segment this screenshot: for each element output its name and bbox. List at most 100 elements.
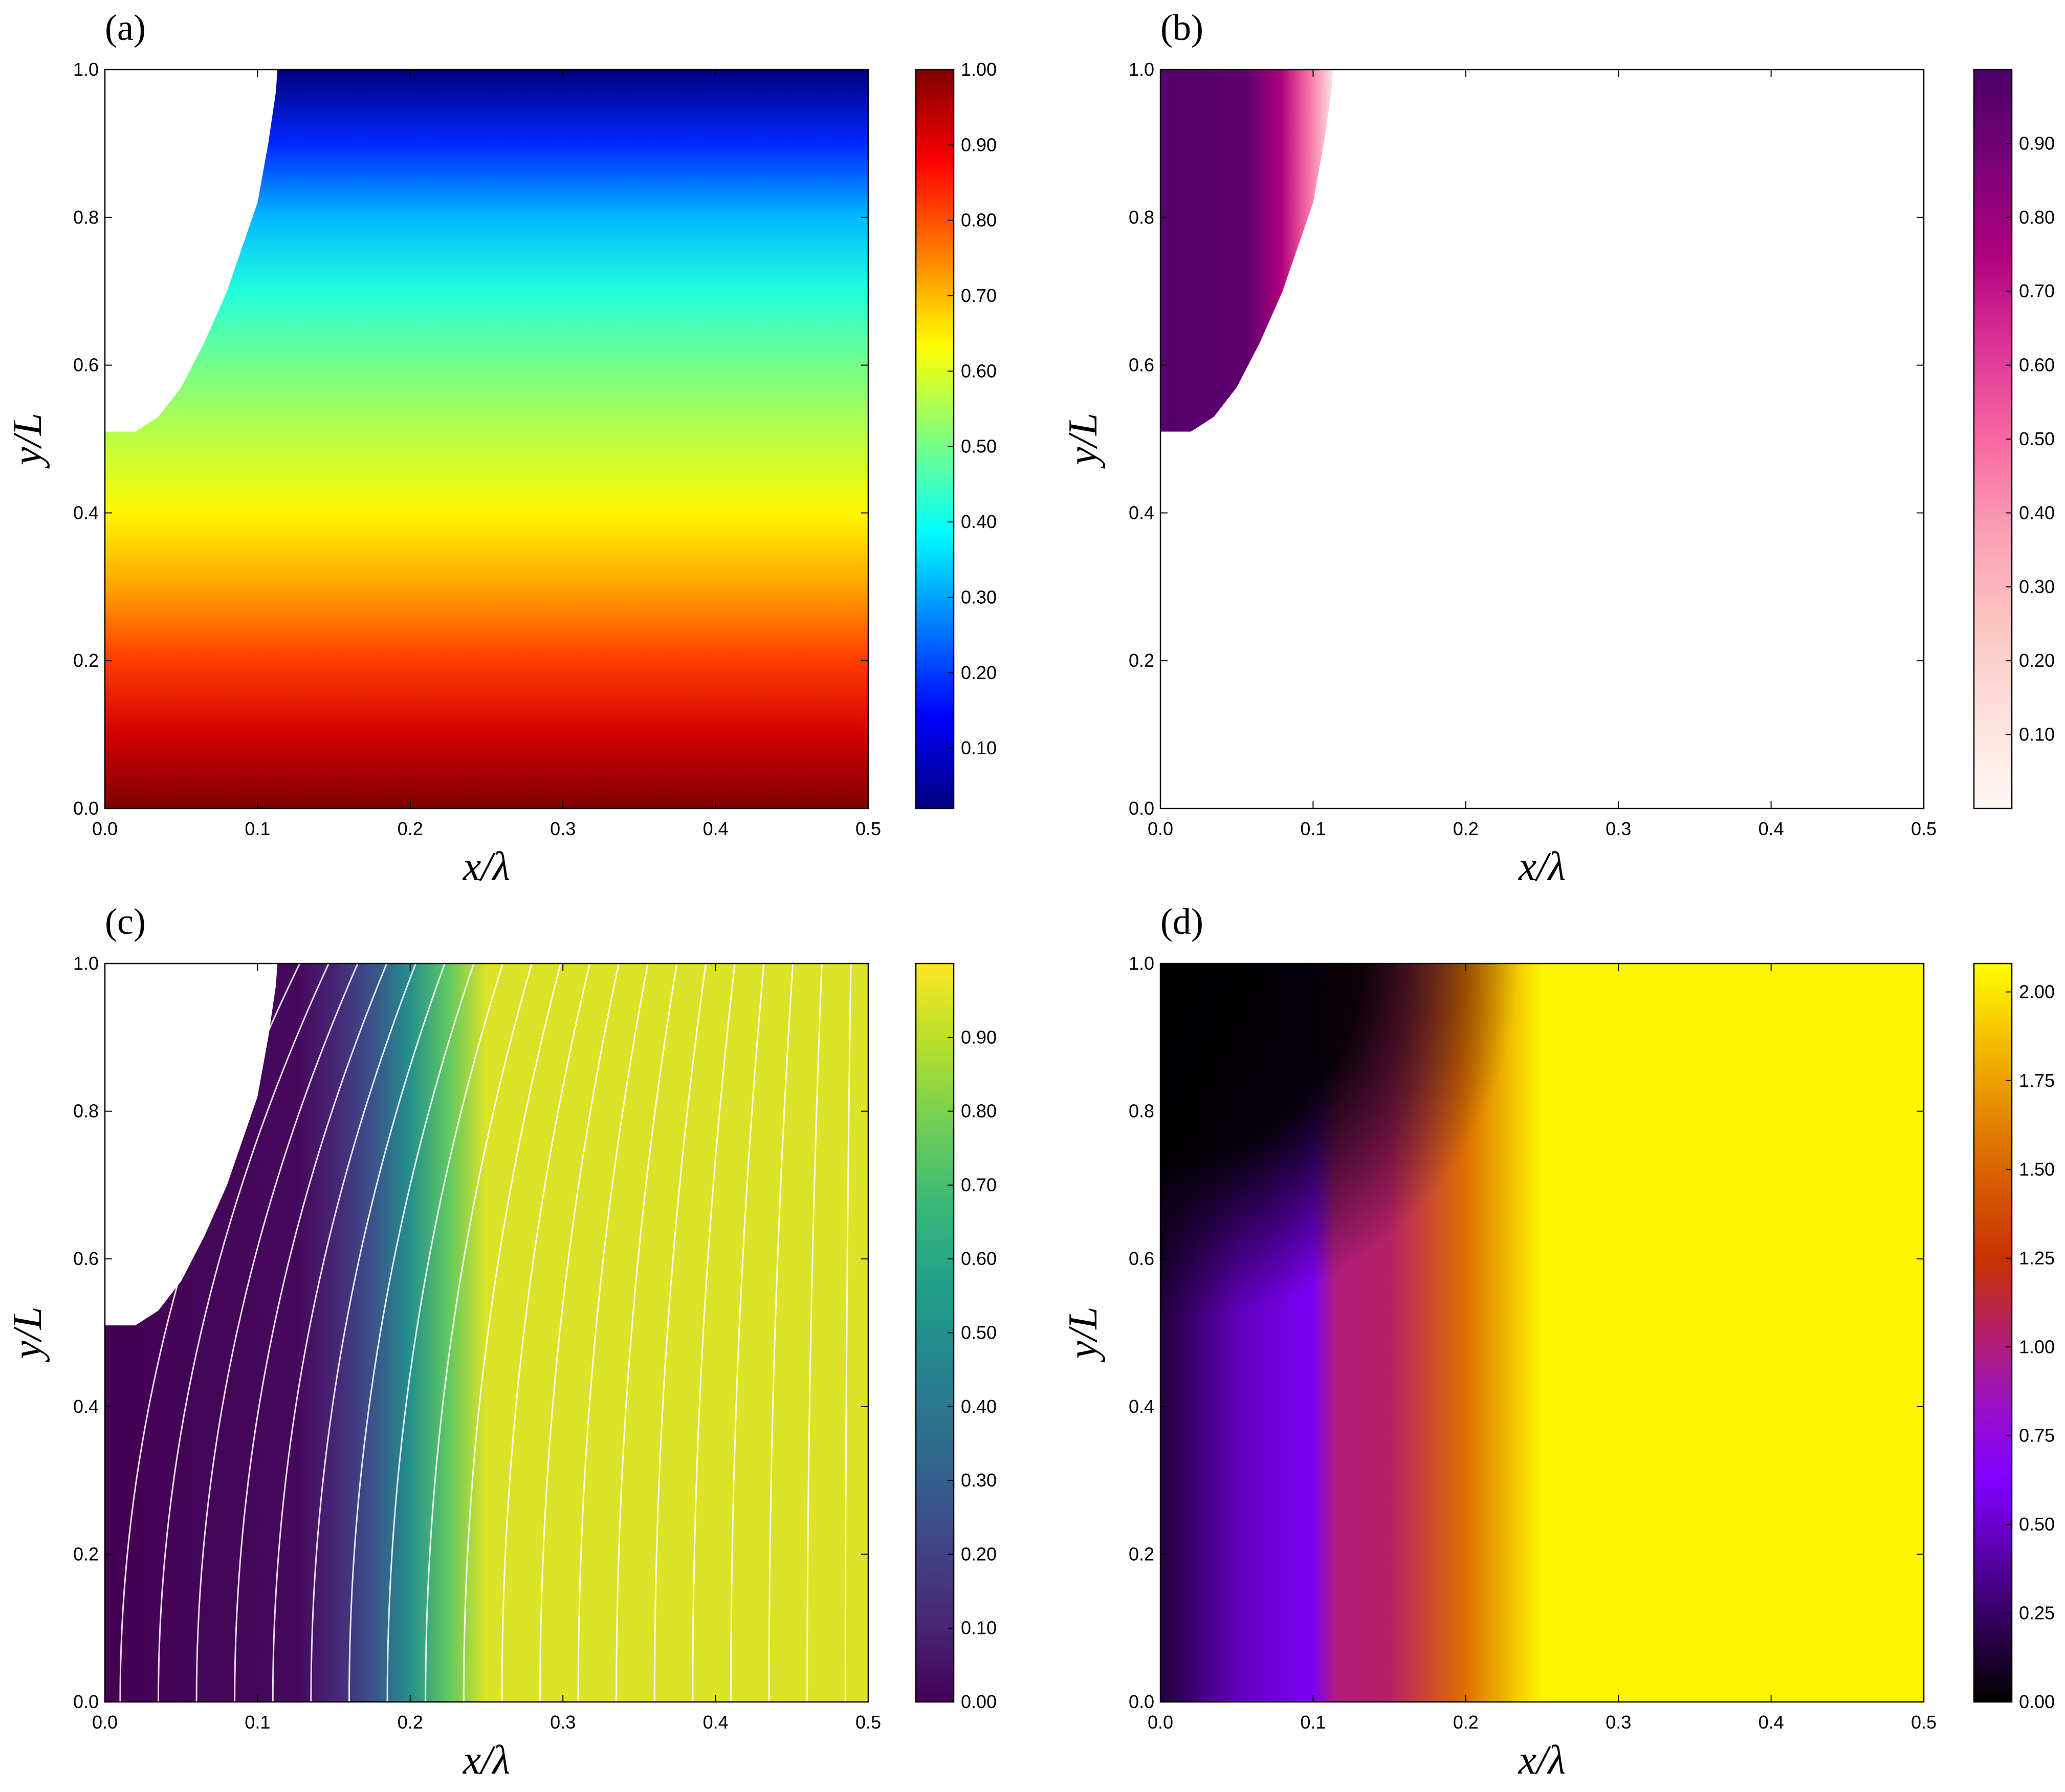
y-tick-label: 0.8 (73, 207, 99, 228)
y-tick-label: 0.4 (1129, 1396, 1154, 1417)
plot-area (1160, 70, 1333, 432)
colorbar-tick-label: 0.20 (961, 662, 997, 683)
streamline (119, 964, 301, 1702)
colorbar-tick-label: 0.50 (2019, 1514, 2055, 1535)
colorbar-tick-label: 0.10 (2019, 724, 2055, 745)
panel-label: (d) (1160, 901, 1203, 942)
colorbar-tick-label: 0.80 (2019, 207, 2055, 228)
y-tick-label: 0.8 (1129, 1101, 1154, 1122)
colorbar-tick-label: 0.50 (961, 436, 997, 457)
x-tick-label: 0.1 (245, 818, 270, 839)
colorbar-tick-label: 2.00 (2019, 981, 2055, 1002)
panel-c: (c) 0.0 0.1 0.2 0.3 0.4 0.5 0.0 0.2 0.4 0.6 0.8 1.0 x… (5, 901, 997, 1783)
streamline (577, 964, 649, 1702)
colorbar-tick-label: 0.40 (961, 1396, 997, 1417)
streamline (386, 964, 504, 1702)
x-tick-label: 0.3 (1606, 1712, 1631, 1733)
streamline (310, 964, 446, 1702)
colorbar-tick-label: 0.25 (2019, 1603, 2055, 1624)
empty-region (105, 70, 278, 432)
colorbar-tick-label: 0.50 (961, 1322, 997, 1343)
colorbar-tick-label: 0.60 (2019, 355, 2055, 376)
panel-b: (b) 0.0 0.1 0.2 0.3 0.4 0.5 0.0 0.2 0.4 0.6 0.8 1.0 x… (1061, 7, 2055, 889)
colorbar-tick-label: 0.30 (2019, 576, 2055, 597)
streamline (806, 964, 823, 1702)
streamline (272, 964, 416, 1702)
y-tick-label: 1.0 (73, 953, 99, 974)
colorbar-tick-label: 0.10 (961, 737, 997, 758)
colorbar-tick-label: 0.80 (961, 1101, 997, 1122)
y-tick-label: 1.0 (73, 59, 99, 80)
y-tick-label: 0.2 (73, 1543, 99, 1564)
streamline (234, 964, 388, 1702)
colorbar-tick-label: 0.70 (961, 1174, 997, 1195)
x-tick-label: 0.4 (703, 818, 729, 839)
streamline (348, 964, 475, 1702)
colorbar-tick-label: 0.00 (2019, 1691, 2055, 1712)
y-tick-label: 0.0 (1129, 1691, 1154, 1712)
plot-frame (104, 963, 869, 1703)
colorbar-tick-label: 1.00 (2019, 1336, 2055, 1357)
x-tick-label: 0.5 (1911, 818, 1937, 839)
y-axis-label: y/L (5, 413, 50, 469)
x-axis-label: x/λ (463, 1738, 510, 1783)
x-tick-label: 0.0 (92, 818, 118, 839)
streamline (616, 964, 678, 1702)
colorbar: 0.10 0.20 0.30 0.40 0.50 0.60 0.70 0.80 0.90 1.00 (915, 59, 997, 810)
x-tick-label: 0.0 (1148, 1712, 1173, 1733)
colorbar-tick-label: 0.50 (2019, 428, 2055, 449)
x-tick-label: 0.2 (1453, 818, 1479, 839)
colorbar-tick-label: 0.00 (961, 1691, 997, 1712)
streamline (730, 964, 765, 1702)
x-tick-label: 0.4 (703, 1712, 729, 1733)
colorbar-tick-label: 0.75 (2019, 1425, 2055, 1446)
panel-d: (d) 0.0 0.1 0.2 0.3 0.4 0.5 0.0 0.2 0.4 0.6 0.8 1.0 x… (1061, 901, 2055, 1783)
colorbar-tick-label: 0.40 (961, 511, 997, 532)
y-axis-label: y/L (1061, 413, 1106, 469)
colorbar-tick-label: 0.30 (961, 586, 997, 607)
y-tick-label: 0.4 (1129, 502, 1154, 523)
panel-label: (c) (105, 901, 146, 942)
streamline (501, 964, 591, 1702)
colorbar-tick-label: 0.70 (2019, 280, 2055, 301)
y-tick-label: 0.2 (1129, 1543, 1154, 1564)
streamline (463, 964, 562, 1702)
x-tick-label: 0.4 (1759, 1712, 1784, 1733)
colorbar-tick-label: 0.90 (2019, 133, 2055, 154)
y-tick-label: 1.0 (1129, 953, 1154, 974)
y-tick-label: 0.8 (1129, 207, 1154, 228)
x-tick-label: 0.5 (1911, 1712, 1937, 1733)
x-tick-label: 0.5 (855, 818, 881, 839)
colorbar-tick-label: 0.20 (2019, 650, 2055, 671)
x-axis-label: x/λ (1518, 844, 1566, 889)
panel-label: (b) (1160, 7, 1203, 48)
colorbar-tick-label: 0.10 (961, 1618, 997, 1638)
colorbar-tick-label: 1.50 (2019, 1159, 2055, 1179)
plot-area (105, 964, 868, 1702)
x-tick-label: 0.0 (92, 1712, 118, 1733)
y-tick-label: 0.0 (1129, 798, 1154, 819)
y-tick-label: 0.6 (1129, 355, 1154, 376)
streamline (157, 964, 329, 1702)
y-tick-label: 0.0 (73, 798, 99, 819)
y-axis-label: y/L (5, 1306, 50, 1362)
colorbar-tick-label: 0.70 (961, 285, 997, 306)
panel-label: (a) (105, 7, 146, 48)
dark-corner (1160, 964, 1924, 1702)
x-tick-label: 0.1 (1300, 818, 1326, 839)
x-tick-label: 0.2 (398, 818, 423, 839)
y-tick-label: 0.0 (73, 1691, 99, 1712)
streamline (653, 964, 707, 1702)
colorbar-tick-label: 0.60 (961, 360, 997, 381)
streamline (539, 964, 620, 1702)
y-tick-label: 0.2 (1129, 650, 1154, 671)
y-tick-label: 0.8 (73, 1101, 99, 1122)
x-tick-label: 0.3 (1606, 818, 1631, 839)
x-tick-label: 0.5 (855, 1712, 881, 1733)
y-tick-label: 0.4 (73, 502, 99, 523)
streamline (844, 964, 852, 1702)
colorbar: 0.10 0.20 0.30 0.40 0.50 0.60 0.70 0.80 0.90 (1973, 69, 2055, 810)
y-axis-label: y/L (1061, 1306, 1106, 1362)
empty-region (105, 964, 278, 1326)
